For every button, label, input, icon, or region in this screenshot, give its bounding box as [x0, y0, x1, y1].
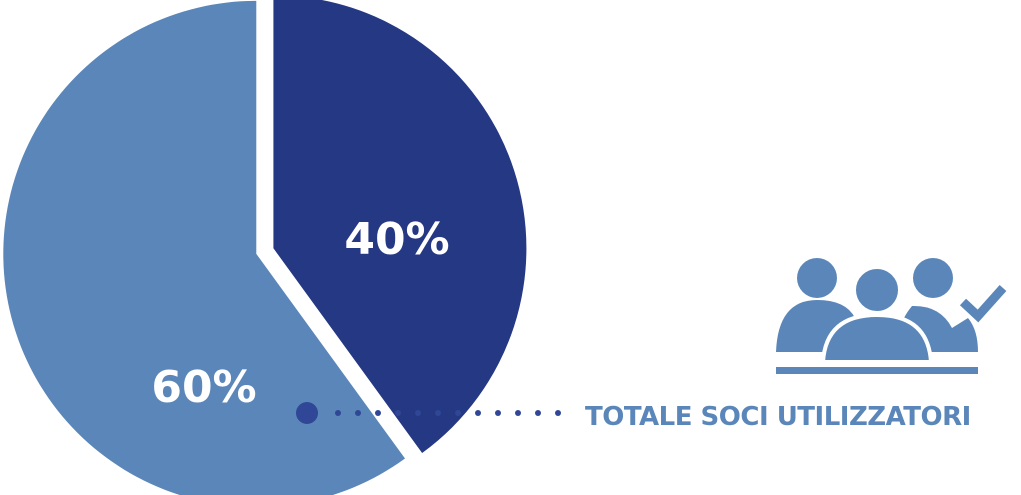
legend-label: TOTALE SOCI UTILIZZATORI: [585, 402, 971, 432]
data-label-40: 40%: [344, 214, 449, 265]
pie-data-labels: 40% 60%: [151, 214, 449, 413]
check-icon: [959, 285, 1007, 323]
callout-dot: [355, 410, 361, 416]
callout-dot: [475, 410, 481, 416]
callout-dot: [435, 410, 441, 416]
callout-dot: [555, 410, 561, 416]
data-label-60: 60%: [151, 362, 256, 413]
users-check-icon: [776, 258, 1007, 374]
callout-dot: [535, 410, 541, 416]
pie-slice-60: [3, 0, 406, 495]
callout-dot: [455, 410, 461, 416]
callout-dot: [395, 410, 401, 416]
callout-anchor-dot: [296, 402, 318, 424]
pie-slice-40: [273, 0, 527, 453]
callout-dot: [495, 410, 501, 416]
callout-dot: [415, 410, 421, 416]
callout-dot: [375, 410, 381, 416]
legend-callout: TOTALE SOCI UTILIZZATORI: [296, 402, 971, 432]
pie-slices: [3, 0, 527, 495]
callout-dot: [335, 410, 341, 416]
callout-dotted-line: [335, 410, 561, 416]
callout-dot: [515, 410, 521, 416]
